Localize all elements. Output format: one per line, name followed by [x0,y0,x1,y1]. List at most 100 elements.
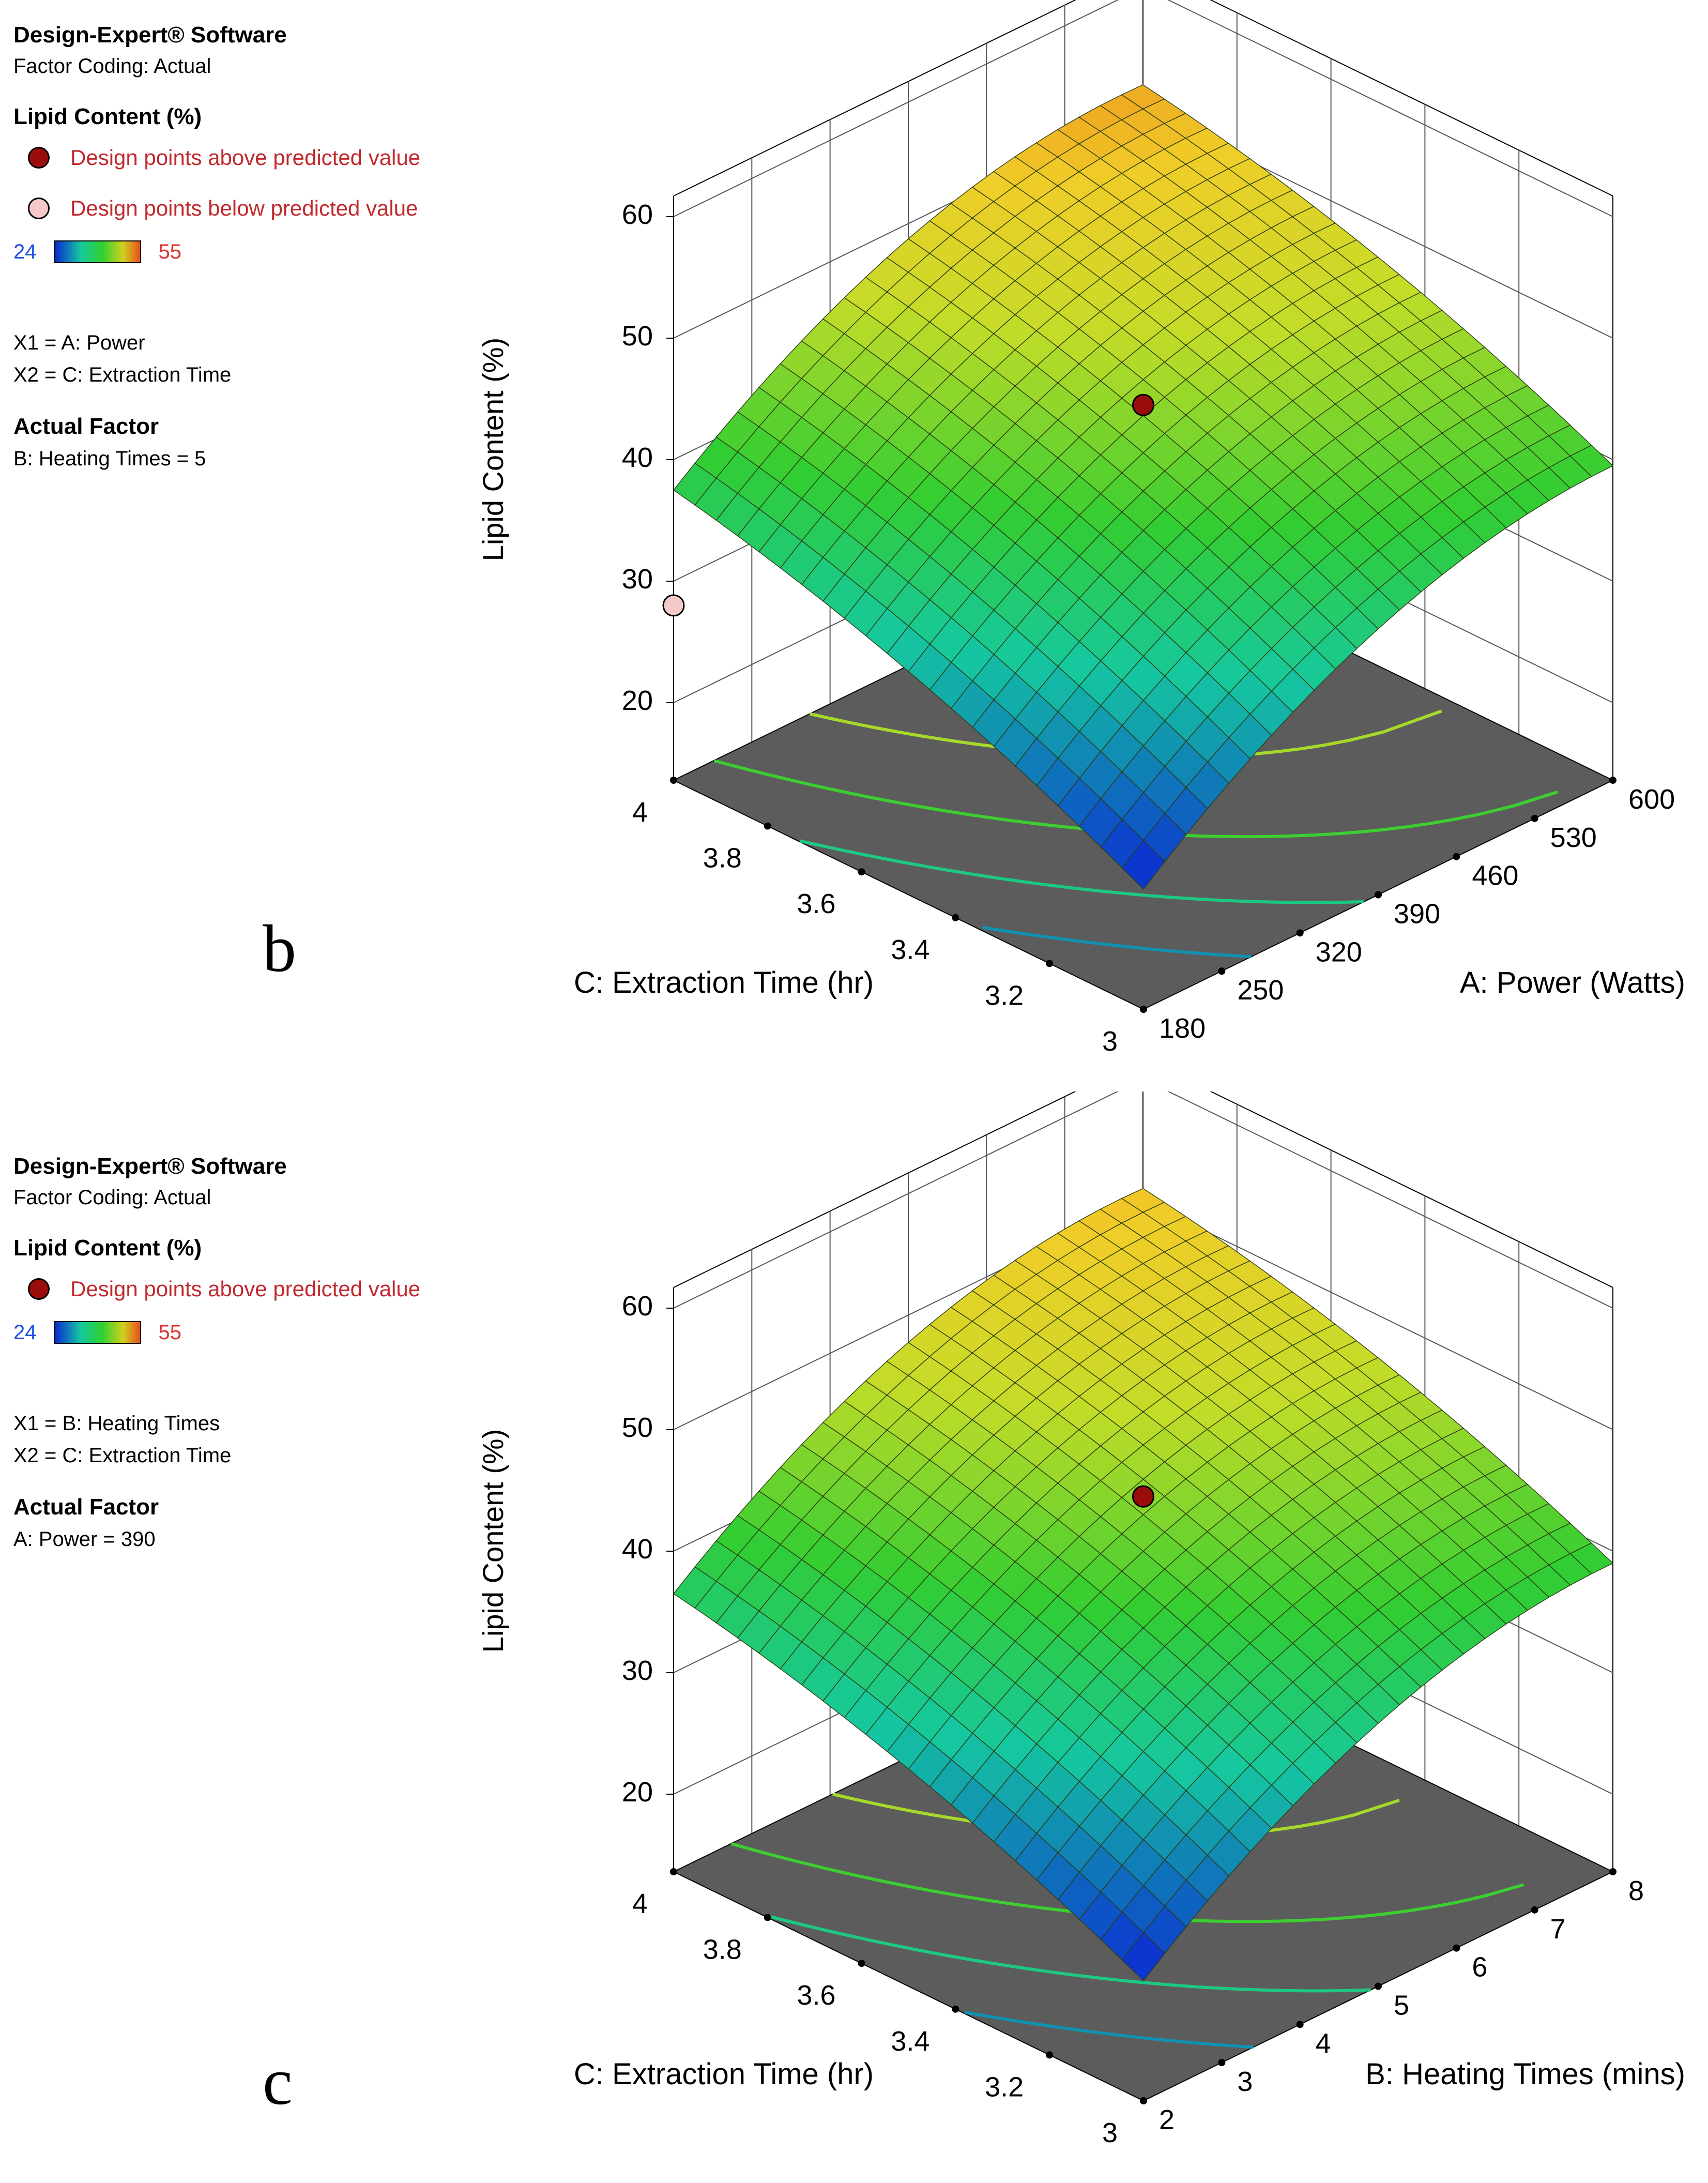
z-tick-label: 60 [622,1291,653,1322]
factor-coding: Factor Coding: Actual [13,55,211,78]
x-tick-label: 2 [1159,2104,1175,2135]
actual-factor-title: Actual Factor [13,1494,159,1520]
x-tick-label: 5 [1394,1990,1409,2021]
color-scale: 24 55 [13,234,479,270]
software-title: Design-Expert® Software [13,1154,287,1179]
response-surface [673,84,1614,890]
z-tick-label: 40 [622,442,653,473]
x-tick [1531,814,1538,822]
scale-high: 55 [158,240,182,263]
legend-below: Design points below predicted value [13,183,479,234]
y-tick [858,868,865,876]
x-tick-label: 530 [1550,822,1597,853]
x-tick [1218,967,1226,975]
x-tick-label: 320 [1316,936,1362,967]
scale-high: 55 [158,1321,182,1344]
panel-letter: b [263,912,296,986]
color-gradient-bar [54,1321,141,1344]
x-tick-label: 7 [1550,1914,1566,1945]
legend-below-label: Design points below predicted value [70,196,418,220]
x-tick-label: 4 [1316,2028,1331,2059]
x-axis-label: A: Power (Watts) [1460,966,1685,999]
response-title: Lipid Content (%) [13,104,202,129]
panel-letter: c [263,2044,293,2119]
surface-plot: 20 30 40 50 60 Lipid Content (%) 3 3.2 3.4 3.6 3.8… [477,0,1685,1057]
box-top-edge [673,1092,1613,1288]
actual-factor-value: A: Power = 390 [13,1528,156,1551]
x-tick-label: 6 [1472,1952,1487,1983]
scale-low: 24 [13,240,37,263]
panel-c: Design-Expert® Software Factor Coding: A… [0,1092,1708,2183]
legend-above: Design points above predicted value [13,132,479,183]
y-tick-label: 4 [632,1888,648,1919]
x-tick [1296,929,1304,937]
y-tick-label: 3.6 [797,888,836,919]
z-axis: 20 30 40 50 60 Lipid Content (%) [477,199,674,716]
y-tick [858,1960,865,1967]
y-tick [1046,960,1054,967]
x-tick-label: 250 [1237,975,1284,1006]
info-block: Design-Expert® Software Factor Coding: A… [13,20,479,475]
z-tick-label: 30 [622,564,653,595]
design-point-above [1132,1485,1154,1508]
z-tick-label: 60 [622,199,653,230]
design-point-above-icon [28,147,50,169]
x2-label: X2 = C: Extraction Time [13,363,232,386]
actual-factor-value: B: Heating Times = 5 [13,447,206,470]
contour-line [964,2010,1254,2049]
x-tick [1531,1906,1538,1914]
y-tick-label: 3.8 [703,843,742,874]
z-tick-label: 30 [622,1655,653,1686]
y-axis: 3 3.2 3.4 3.6 3.8 4 C: Extraction Time (hr) [574,777,1147,1057]
z-tick-label: 50 [622,321,653,352]
y-tick-label: 3.4 [891,2026,929,2057]
y-tick-label: 3 [1102,1026,1118,1057]
wall-z-grid [673,1092,1613,1309]
design-point-above [1132,393,1154,416]
y-tick-label: 3.2 [985,2071,1024,2102]
surface-cell [1121,840,1166,890]
z-axis: 20 30 40 50 60 Lipid Content (%) [477,1291,674,1808]
x1-label: X1 = B: Heating Times [13,1412,220,1435]
y-axis-label: C: Extraction Time (hr) [574,2057,874,2091]
x-tick [1453,1944,1460,1952]
x-tick [1218,2059,1226,2067]
x-tick [1296,2021,1304,2028]
y-tick-label: 4 [632,797,648,828]
x-tick [1140,1006,1147,1013]
contour-line [730,1842,1524,1923]
contour-line [799,839,1364,904]
y-tick-label: 3.4 [891,934,929,965]
y-tick [670,1868,677,1875]
y-axis-label: C: Extraction Time (hr) [574,966,874,999]
y-tick [670,777,677,784]
surface-cell [1121,1932,1166,1981]
color-gradient-bar [54,240,141,263]
x-axis-label: B: Heating Times (mins) [1365,2057,1685,2091]
y-tick [1046,2051,1054,2059]
y-tick [764,822,771,830]
x-tick [1453,853,1460,860]
z-axis-label: Lipid Content (%) [477,338,509,562]
x2-label: X2 = C: Extraction Time [13,1444,232,1467]
contour-line [713,759,1558,839]
contour-line [769,1915,1371,1993]
response-title: Lipid Content (%) [13,1235,202,1261]
z-tick-label: 20 [622,1777,653,1808]
info-block: Design-Expert® Software Factor Coding: A… [13,1151,479,1555]
x-tick-label: 390 [1394,899,1440,930]
response-surface [673,1188,1614,1981]
x-tick [1375,891,1382,899]
legend-above: Design points above predicted value [13,1264,479,1314]
z-tick-label: 50 [622,1412,653,1443]
color-scale: 24 55 [13,1314,479,1351]
actual-factor-title: Actual Factor [13,414,159,439]
legend-above-label: Design points above predicted value [70,1277,421,1301]
z-axis-label: Lipid Content (%) [477,1429,509,1653]
design-point-below [662,594,685,617]
y-tick-label: 3.6 [797,1980,836,2011]
x-axis: 180 250 320 390 460 530 600 A: Power (Watts) [1140,777,1685,1044]
x-axis: 2 3 4 5 6 7 8 B: Heating Times (mins) [1140,1868,1685,2135]
x-tick-label: 8 [1628,1875,1644,1906]
x-tick-label: 180 [1159,1013,1206,1044]
